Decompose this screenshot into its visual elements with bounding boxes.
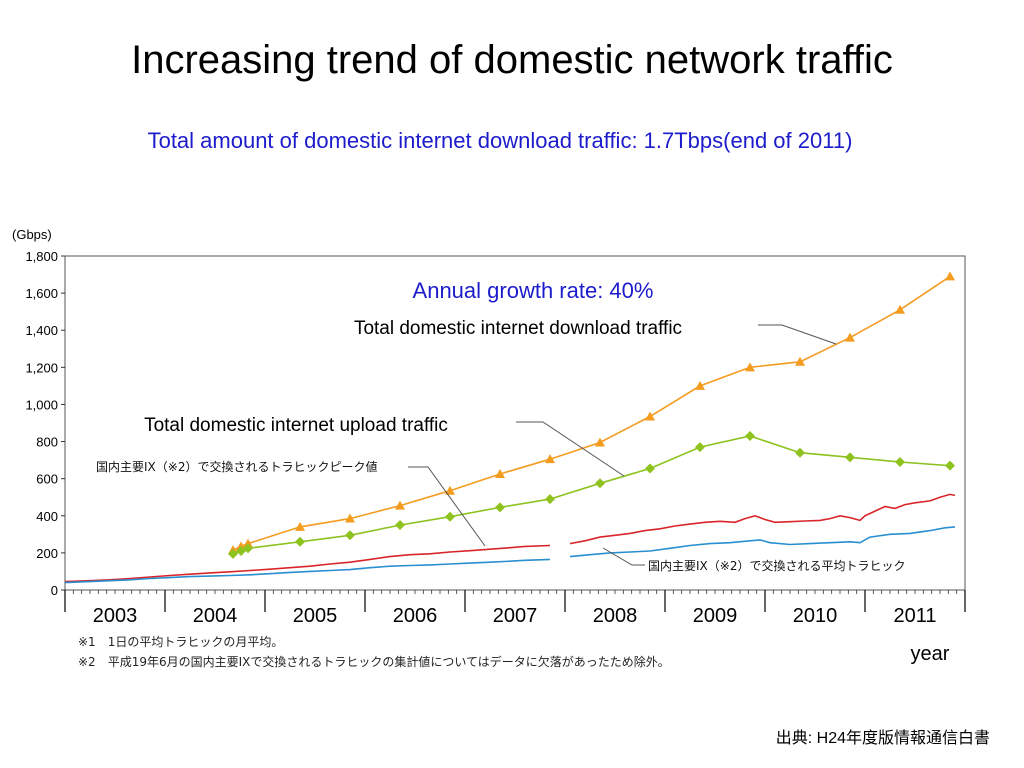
x-tick-label: 2007 — [493, 605, 538, 627]
ix-peak-leader-line — [408, 466, 486, 547]
y-tick-label: 0 — [51, 583, 58, 598]
series-group — [64, 271, 956, 584]
download-point — [595, 437, 605, 447]
source-citation: 出典: H24年度版情報通信白書 — [775, 730, 990, 747]
upload-point — [845, 452, 855, 463]
download-point — [645, 411, 655, 421]
upload-point — [295, 536, 305, 547]
y-tick-label: 1,200 — [25, 360, 58, 375]
y-tick-label: 400 — [36, 509, 58, 524]
upload-point — [495, 502, 505, 513]
download-point — [845, 332, 855, 342]
ix-avg-label: 国内主要IX（※2）で交換される平均トラヒック — [648, 558, 905, 573]
y-tick-label: 800 — [36, 435, 58, 450]
y-tick-label: 1,000 — [25, 397, 58, 412]
x-tick-label: 2004 — [193, 605, 238, 627]
download-point — [495, 469, 505, 479]
y-tick-label: 600 — [36, 472, 58, 487]
x-axis: 2003 2004 2005 2006 2007 2008 2009 2010 2011 — [64, 590, 966, 627]
download-point — [545, 454, 555, 464]
x-tick-label: 2006 — [393, 605, 438, 627]
ix-peak-label: 国内主要IX（※2）で交換されるトラヒックピーク値 — [96, 459, 377, 474]
slide-title: Increasing trend of domestic network tra… — [131, 38, 893, 82]
growth-rate-label: Annual growth rate: 40% — [413, 278, 654, 303]
download-point — [695, 380, 705, 390]
ix_avg-line — [569, 526, 956, 558]
footnote-1: ※1 1日の平均トラヒックの月平均。 — [78, 635, 283, 649]
upload-point — [745, 430, 755, 441]
upload-point — [243, 543, 253, 554]
download-point — [795, 356, 805, 366]
download-point — [243, 538, 253, 548]
annotations: (Gbps) Annual growth rate: 40% Total dom… — [12, 227, 950, 669]
x-axis-label: year — [911, 643, 950, 665]
y-tick-label: 1,800 — [25, 249, 58, 264]
download-point — [745, 362, 755, 372]
download-point — [895, 304, 905, 314]
footnote-2: ※2 平成19年6月の国内主要IXで交換されるトラヒックの集計値についてはデータ… — [78, 654, 670, 669]
upload-point — [545, 494, 555, 505]
x-tick-label: 2011 — [893, 605, 936, 627]
download-point — [445, 485, 455, 495]
x-tick-label: 2003 — [93, 605, 138, 627]
download-point — [395, 500, 405, 510]
x-tick-label: 2005 — [293, 605, 338, 627]
y-tick-label: 1,600 — [25, 286, 58, 301]
upload-point — [645, 463, 655, 474]
ix_avg-line — [64, 558, 551, 584]
ix-avg-leader-line — [602, 547, 645, 566]
upload-point — [795, 447, 805, 458]
x-tick-label: 2010 — [793, 605, 838, 627]
y-tick-label: 200 — [36, 546, 58, 561]
x-tick-label: 2009 — [693, 605, 738, 627]
upload-point — [895, 456, 905, 467]
slide-subtitle: Total amount of domestic internet downlo… — [147, 128, 853, 153]
download-point — [945, 271, 955, 281]
traffic-chart: 0 200 400 600 800 1,000 1,200 1,400 1,600 1,800 2… — [12, 227, 966, 669]
upload-point — [945, 460, 955, 471]
y-tick-label: 1,400 — [25, 323, 58, 338]
download-leader-line — [758, 324, 837, 345]
upload-point — [395, 520, 405, 531]
upload-point — [445, 511, 455, 522]
upload-point — [345, 530, 355, 541]
upload-leader-line — [516, 421, 625, 477]
x-tick-label: 2008 — [593, 605, 638, 627]
ix_peak-line — [569, 493, 956, 545]
download-point — [295, 521, 305, 531]
y-axis-label: (Gbps) — [12, 227, 52, 242]
upload-point — [228, 548, 238, 559]
upload-point — [695, 442, 705, 453]
upload-point — [595, 478, 605, 489]
download-point — [345, 513, 355, 523]
download-series-label: Total domestic internet download traffic — [354, 318, 682, 339]
upload-line — [232, 435, 951, 555]
ix_peak-line — [64, 544, 551, 583]
upload-series-label: Total domestic internet upload traffic — [144, 415, 448, 436]
